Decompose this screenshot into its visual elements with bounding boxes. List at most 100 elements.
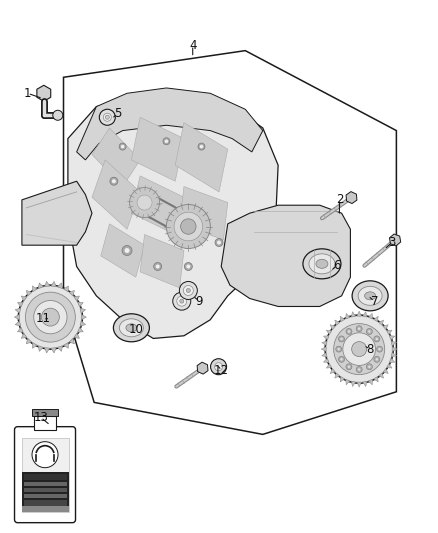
Polygon shape bbox=[340, 316, 345, 322]
Circle shape bbox=[155, 264, 160, 269]
Circle shape bbox=[154, 262, 162, 271]
Polygon shape bbox=[374, 316, 378, 322]
Polygon shape bbox=[197, 362, 208, 374]
Polygon shape bbox=[18, 327, 23, 332]
Circle shape bbox=[339, 357, 345, 362]
Circle shape bbox=[215, 362, 223, 371]
Polygon shape bbox=[351, 312, 356, 317]
Circle shape bbox=[184, 262, 192, 271]
Circle shape bbox=[34, 301, 67, 334]
Circle shape bbox=[173, 292, 191, 310]
Circle shape bbox=[368, 366, 371, 368]
Polygon shape bbox=[346, 313, 350, 319]
Bar bbox=[34, 416, 56, 430]
Circle shape bbox=[356, 367, 362, 373]
Polygon shape bbox=[51, 348, 57, 353]
Circle shape bbox=[211, 359, 226, 375]
Circle shape bbox=[356, 326, 362, 332]
Polygon shape bbox=[15, 308, 21, 313]
Circle shape bbox=[103, 113, 111, 122]
Polygon shape bbox=[330, 368, 336, 374]
Circle shape bbox=[358, 327, 360, 330]
Polygon shape bbox=[351, 381, 356, 386]
Circle shape bbox=[184, 286, 193, 295]
Circle shape bbox=[25, 292, 75, 342]
Polygon shape bbox=[64, 286, 68, 292]
Polygon shape bbox=[389, 358, 395, 362]
Text: 13: 13 bbox=[33, 411, 48, 424]
Polygon shape bbox=[368, 313, 373, 319]
Circle shape bbox=[130, 188, 159, 217]
Ellipse shape bbox=[352, 281, 388, 311]
Polygon shape bbox=[44, 348, 50, 353]
Polygon shape bbox=[335, 320, 340, 325]
Circle shape bbox=[119, 143, 126, 150]
Circle shape bbox=[179, 281, 198, 300]
Circle shape bbox=[374, 357, 380, 362]
Polygon shape bbox=[378, 373, 384, 378]
Polygon shape bbox=[80, 308, 85, 313]
Circle shape bbox=[346, 328, 352, 334]
Circle shape bbox=[32, 442, 58, 467]
Polygon shape bbox=[140, 235, 184, 288]
Ellipse shape bbox=[309, 254, 335, 274]
Circle shape bbox=[374, 336, 380, 342]
Polygon shape bbox=[21, 333, 27, 338]
Text: 6: 6 bbox=[333, 259, 341, 272]
Bar bbox=[24, 499, 67, 506]
Circle shape bbox=[366, 364, 372, 370]
Polygon shape bbox=[37, 85, 51, 101]
Circle shape bbox=[99, 109, 115, 125]
Polygon shape bbox=[22, 181, 92, 245]
Polygon shape bbox=[44, 281, 50, 287]
Text: 3: 3 bbox=[389, 236, 396, 249]
Bar bbox=[24, 474, 67, 480]
Polygon shape bbox=[101, 224, 145, 277]
Circle shape bbox=[110, 177, 118, 185]
Text: 11: 11 bbox=[35, 312, 50, 325]
Circle shape bbox=[346, 364, 352, 370]
Circle shape bbox=[343, 333, 375, 366]
Polygon shape bbox=[131, 176, 184, 235]
Polygon shape bbox=[18, 302, 23, 307]
Circle shape bbox=[122, 246, 132, 255]
Circle shape bbox=[186, 288, 191, 293]
Circle shape bbox=[340, 338, 343, 340]
Text: 8: 8 bbox=[367, 343, 374, 356]
Circle shape bbox=[340, 358, 343, 360]
Polygon shape bbox=[38, 283, 43, 288]
Circle shape bbox=[377, 346, 382, 352]
Circle shape bbox=[368, 330, 371, 333]
Polygon shape bbox=[74, 333, 79, 338]
Text: 10: 10 bbox=[128, 323, 143, 336]
Polygon shape bbox=[175, 123, 228, 192]
Polygon shape bbox=[51, 281, 57, 287]
Polygon shape bbox=[346, 191, 357, 204]
Polygon shape bbox=[180, 187, 228, 240]
Circle shape bbox=[378, 348, 381, 350]
Polygon shape bbox=[386, 364, 392, 368]
Polygon shape bbox=[363, 312, 367, 317]
Polygon shape bbox=[221, 205, 350, 306]
Polygon shape bbox=[392, 347, 397, 351]
Circle shape bbox=[186, 264, 191, 269]
Circle shape bbox=[348, 366, 350, 368]
Polygon shape bbox=[335, 373, 340, 378]
Circle shape bbox=[42, 308, 59, 326]
Circle shape bbox=[198, 143, 205, 150]
Polygon shape bbox=[78, 302, 83, 307]
FancyBboxPatch shape bbox=[14, 427, 75, 523]
Circle shape bbox=[180, 219, 196, 234]
Ellipse shape bbox=[364, 292, 376, 300]
Circle shape bbox=[352, 342, 367, 357]
Ellipse shape bbox=[126, 324, 137, 332]
Circle shape bbox=[338, 348, 340, 350]
Polygon shape bbox=[323, 358, 329, 362]
Polygon shape bbox=[68, 93, 278, 338]
Polygon shape bbox=[383, 368, 388, 374]
Text: 4: 4 bbox=[189, 39, 197, 52]
Circle shape bbox=[376, 358, 378, 360]
Bar bbox=[21, 506, 68, 512]
Circle shape bbox=[165, 140, 168, 143]
Polygon shape bbox=[92, 128, 140, 187]
